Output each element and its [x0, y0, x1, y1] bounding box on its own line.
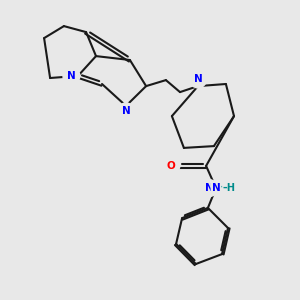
Text: N: N — [212, 183, 220, 193]
Circle shape — [163, 158, 180, 174]
Circle shape — [63, 68, 80, 84]
Circle shape — [190, 71, 206, 88]
Circle shape — [214, 180, 231, 196]
Text: N: N — [194, 74, 202, 85]
Text: N: N — [205, 183, 214, 193]
Text: –H: –H — [223, 183, 236, 193]
Text: H: H — [218, 183, 227, 193]
Circle shape — [201, 180, 218, 196]
Text: N: N — [67, 71, 76, 81]
Text: N: N — [122, 106, 130, 116]
Circle shape — [118, 103, 134, 120]
Text: O: O — [167, 161, 176, 171]
